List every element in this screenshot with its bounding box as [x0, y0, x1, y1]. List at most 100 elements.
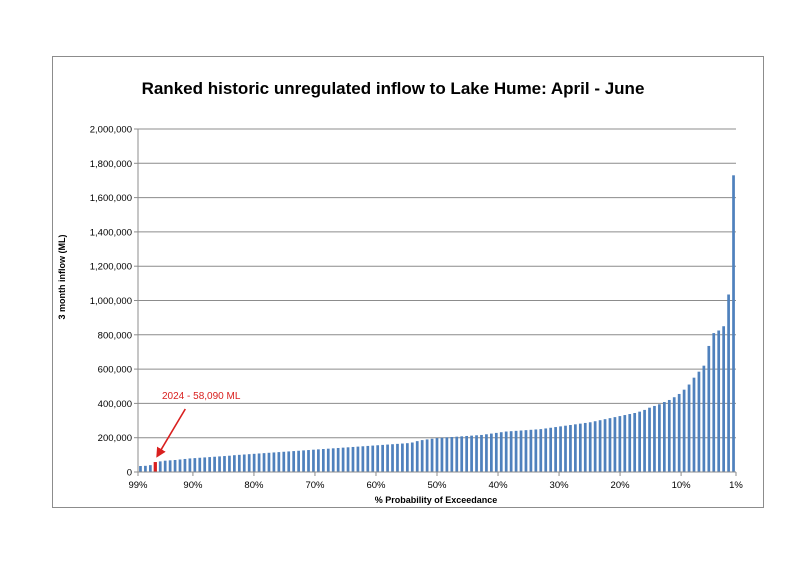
- bar: [430, 438, 434, 472]
- bar: [677, 393, 681, 472]
- bar: [213, 456, 216, 472]
- bar: [633, 413, 637, 472]
- bar: [593, 421, 597, 472]
- bar: [465, 435, 469, 472]
- bar: [603, 419, 607, 472]
- bar: [539, 429, 543, 472]
- bar: [504, 431, 508, 472]
- bar: [326, 448, 330, 472]
- bar: [445, 437, 449, 472]
- bar: [460, 436, 464, 472]
- x-tick-label: 99%: [128, 480, 148, 491]
- bar: [494, 432, 498, 472]
- bar: [643, 409, 646, 472]
- inflow-chart: Ranked historic unregulated inflow to La…: [57, 79, 743, 505]
- bar: [282, 451, 286, 472]
- bar: [183, 458, 187, 472]
- bar: [564, 425, 567, 472]
- bar: [544, 428, 548, 472]
- y-tick-label: 1,800,000: [90, 159, 132, 170]
- x-tick-label: 10%: [672, 480, 692, 491]
- bar: [168, 460, 172, 472]
- bar: [287, 451, 291, 472]
- bar: [638, 411, 641, 472]
- y-tick-label: 200,000: [98, 433, 132, 444]
- bar: [455, 436, 459, 472]
- annotation: 2024 - 58,090 ML: [156, 391, 241, 458]
- bar: [623, 415, 627, 472]
- bar: [534, 429, 538, 472]
- bar: [658, 404, 661, 472]
- bar: [702, 365, 706, 472]
- bar: [682, 389, 686, 472]
- x-tick-label: 40%: [489, 480, 509, 491]
- y-axis-label: 3 month inflow (ML): [57, 235, 67, 320]
- x-axis-label: % Probability of Exceedance: [375, 495, 498, 505]
- x-tick-label: 60%: [366, 480, 386, 491]
- bar: [218, 456, 221, 472]
- bar: [519, 430, 523, 472]
- bar: [346, 447, 350, 472]
- bar: [578, 423, 582, 472]
- y-tick-label: 400,000: [98, 399, 132, 410]
- bar: [470, 435, 473, 472]
- bar: [198, 457, 202, 472]
- bar: [648, 407, 651, 472]
- x-tick-label: 80%: [244, 480, 264, 491]
- bar: [662, 402, 666, 472]
- bar: [371, 445, 375, 472]
- y-tick-label: 1,200,000: [90, 262, 132, 273]
- bar: [440, 437, 444, 472]
- bar-highlight-2024: [153, 462, 157, 472]
- bar: [410, 442, 414, 472]
- bar: [450, 437, 454, 472]
- bar: [420, 440, 424, 472]
- bar: [203, 457, 207, 472]
- bar: [376, 445, 380, 472]
- bar: [687, 384, 691, 472]
- bar: [717, 330, 721, 472]
- bar: [307, 450, 310, 472]
- bar: [549, 427, 553, 472]
- bar: [144, 465, 147, 472]
- bar: [692, 377, 696, 472]
- bar: [361, 446, 365, 472]
- chart-title: Ranked historic unregulated inflow to La…: [142, 79, 645, 98]
- bar: [514, 430, 518, 472]
- bar: [415, 441, 419, 472]
- y-tick-label: 800,000: [98, 330, 132, 341]
- bar: [396, 443, 399, 472]
- bar: [732, 175, 735, 472]
- x-tick-label: 1%: [729, 480, 743, 491]
- bar: [208, 457, 212, 472]
- bar: [257, 453, 261, 472]
- bar: [228, 455, 231, 472]
- bar: [391, 444, 394, 472]
- bar: [341, 447, 345, 472]
- bar: [524, 430, 528, 472]
- bar: [366, 445, 370, 472]
- bar: [237, 454, 241, 472]
- bar: [272, 452, 276, 472]
- x-tick-label: 20%: [611, 480, 631, 491]
- bar: [297, 450, 300, 472]
- y-tick-label: 600,000: [98, 365, 132, 376]
- bar: [178, 459, 182, 472]
- bar: [401, 443, 404, 472]
- bar: [598, 420, 602, 472]
- bar: [139, 465, 142, 472]
- bar: [381, 444, 384, 472]
- bar: [173, 459, 177, 472]
- bar: [588, 422, 592, 472]
- chart-frame: Ranked historic unregulated inflow to La…: [52, 56, 764, 508]
- bar: [727, 294, 730, 472]
- bar: [653, 405, 656, 472]
- bar: [158, 461, 162, 472]
- bar: [356, 446, 360, 472]
- gridlines: [134, 128, 736, 473]
- bar: [242, 454, 246, 472]
- bar: [569, 425, 572, 472]
- bar: [223, 456, 226, 472]
- bar: [529, 429, 533, 472]
- bar: [480, 434, 483, 472]
